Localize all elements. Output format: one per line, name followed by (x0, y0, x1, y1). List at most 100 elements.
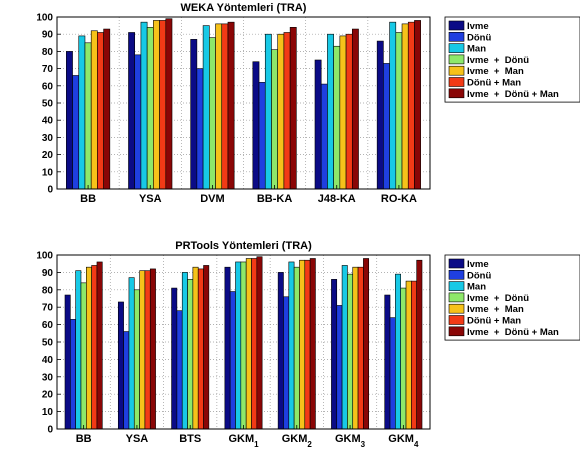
legend-label: Dönü + Man (467, 78, 521, 89)
bar (400, 287, 407, 430)
legend-label: Man (467, 44, 486, 55)
bar (66, 51, 73, 190)
bar (144, 270, 151, 430)
legend-label: Ivme + Dönü (467, 293, 529, 304)
bar (289, 27, 297, 190)
y-tick-label: 30 (42, 372, 54, 383)
bar (190, 39, 198, 190)
legend-swatch (448, 258, 465, 269)
bar (264, 33, 272, 190)
bar (134, 54, 142, 190)
bar (86, 266, 92, 430)
bar (347, 273, 354, 430)
bar (149, 268, 156, 430)
legend-label: Ivme (467, 21, 489, 32)
y-tick-label: 40 (42, 116, 54, 127)
bar (165, 18, 173, 190)
bar (407, 21, 415, 190)
bar (153, 20, 160, 190)
bar (84, 42, 92, 190)
x-tick-label: BB (80, 193, 96, 205)
chart-title: WEKA Yöntemleri (TRA) (181, 2, 307, 14)
bar (288, 261, 295, 430)
bar (341, 265, 348, 430)
bar (320, 83, 328, 190)
bar (181, 272, 188, 430)
legend-label: Ivme + Dönü + Man (467, 89, 559, 100)
x-tick-label: BB (76, 433, 92, 445)
bar (146, 27, 154, 190)
legend-label: Ivme + Dönü (467, 55, 529, 66)
y-tick-label: 100 (36, 13, 53, 24)
bar (72, 75, 80, 190)
bar (339, 35, 347, 190)
legend-swatch (448, 88, 465, 99)
y-tick-label: 0 (47, 185, 53, 196)
bar (314, 59, 322, 190)
legend-label: Ivme + Dönü + Man (467, 327, 559, 338)
bar (192, 266, 199, 430)
x-tick-label: DVM (200, 193, 224, 205)
legend-label: Dönü (467, 270, 491, 281)
bar (240, 261, 247, 430)
legend-label: Ivme (467, 259, 489, 270)
bar (331, 279, 338, 430)
y-tick-label: 60 (42, 81, 54, 92)
bar (333, 45, 341, 190)
legend-swatch (448, 77, 465, 87)
bar (176, 310, 183, 430)
bar (258, 82, 266, 190)
bar (75, 270, 82, 430)
y-tick-label: 70 (42, 64, 54, 75)
bar (64, 294, 71, 430)
legend-swatch (448, 31, 465, 42)
y-tick-label: 20 (42, 150, 54, 161)
bar (70, 319, 76, 430)
y-tick-label: 10 (42, 167, 54, 178)
bar (283, 32, 291, 190)
y-tick-label: 30 (42, 133, 54, 144)
x-tick-label: BTS (179, 433, 201, 445)
legend-swatch (448, 20, 465, 31)
bar (159, 20, 167, 190)
bar (416, 259, 423, 430)
x-tick-label: GKM2 (282, 433, 313, 449)
x-tick-label: RO-KA (381, 193, 417, 205)
y-tick-label: 90 (42, 30, 54, 41)
bar (245, 258, 252, 430)
bar (389, 317, 396, 430)
bar (96, 261, 103, 430)
legend-swatch (448, 281, 465, 291)
bar (256, 256, 263, 430)
bar (251, 258, 258, 430)
bar (277, 33, 285, 190)
legend-swatch (448, 315, 465, 325)
y-tick-label: 10 (42, 407, 54, 418)
x-tick-label: BB-KA (257, 193, 292, 205)
bar (128, 277, 135, 430)
bar (252, 61, 260, 190)
legend-swatch (448, 43, 465, 53)
legend-swatch (448, 65, 465, 76)
plot-frame (56, 254, 431, 430)
bar (414, 20, 421, 190)
bar (97, 32, 104, 190)
legend-swatch (448, 292, 465, 303)
bar (277, 272, 284, 430)
bar (133, 289, 140, 430)
legend-label: Ivme + Man (467, 304, 524, 315)
y-tick-label: 70 (42, 303, 54, 314)
bar (209, 37, 216, 190)
bar (351, 28, 359, 190)
legend-swatch (448, 303, 465, 314)
bar (389, 21, 397, 190)
bar (336, 305, 343, 430)
bar (411, 280, 417, 430)
bar (203, 265, 210, 430)
y-tick-label: 0 (47, 425, 53, 436)
legend-label: Dönü + Man (467, 316, 521, 327)
bar (197, 268, 204, 430)
plot-frame (56, 16, 431, 190)
bar (395, 32, 403, 190)
